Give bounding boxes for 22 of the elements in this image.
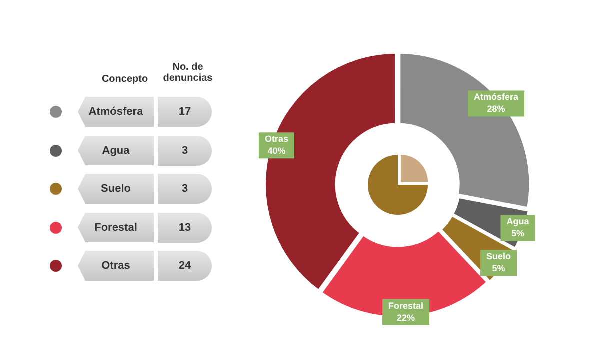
data-label: 13: [158, 212, 212, 242]
data-label: 17: [158, 97, 212, 127]
data-label: 5%: [512, 228, 525, 239]
category-label: Suelo: [78, 174, 154, 204]
data-label: 24: [158, 251, 212, 281]
data-label: 22%: [397, 312, 416, 323]
data-label: 40%: [268, 146, 286, 156]
text: No. de denuncias: [162, 62, 214, 84]
slice-label: Agua: [506, 216, 530, 227]
data-label: 28%: [487, 104, 506, 114]
slice-label: Otras: [264, 134, 288, 144]
slice-label: Suelo: [486, 252, 512, 262]
data-label: 5%: [492, 264, 506, 274]
category-label: Agua: [78, 136, 154, 166]
category-label: Atmósfera: [78, 97, 154, 127]
data-label: 3: [158, 136, 212, 166]
category-label: Forestal: [78, 212, 154, 242]
category-label: Otras: [78, 251, 154, 281]
text: Concepto: [100, 74, 150, 85]
slice-label: Forestal: [388, 300, 424, 311]
slice-label: Atmósfera: [474, 92, 520, 102]
data-label: 3: [158, 174, 212, 204]
